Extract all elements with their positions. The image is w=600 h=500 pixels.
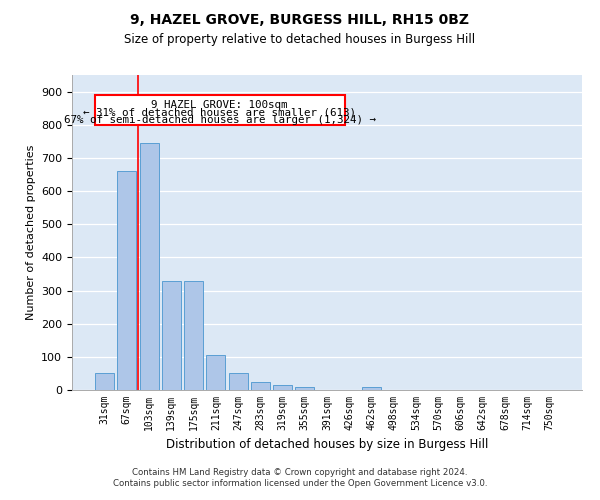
Text: 9, HAZEL GROVE, BURGESS HILL, RH15 0BZ: 9, HAZEL GROVE, BURGESS HILL, RH15 0BZ: [131, 12, 470, 26]
Bar: [229, 374, 248, 390]
Bar: [184, 280, 203, 390]
Text: Contains HM Land Registry data © Crown copyright and database right 2024.
Contai: Contains HM Land Registry data © Crown c…: [113, 468, 487, 487]
Bar: [206, 355, 225, 390]
Bar: [140, 143, 158, 390]
Bar: [273, 385, 292, 390]
Text: 67% of semi-detached houses are larger (1,324) →: 67% of semi-detached houses are larger (…: [64, 115, 376, 125]
Bar: [251, 382, 270, 390]
Y-axis label: Number of detached properties: Number of detached properties: [26, 145, 35, 320]
Text: ← 31% of detached houses are smaller (613): ← 31% of detached houses are smaller (61…: [83, 108, 356, 118]
Bar: [118, 171, 136, 390]
Bar: [295, 386, 314, 390]
Bar: [95, 95, 345, 124]
Bar: [95, 374, 114, 390]
Text: Size of property relative to detached houses in Burgess Hill: Size of property relative to detached ho…: [124, 32, 476, 46]
Bar: [362, 386, 381, 390]
Bar: [162, 280, 181, 390]
X-axis label: Distribution of detached houses by size in Burgess Hill: Distribution of detached houses by size …: [166, 438, 488, 452]
Text: 9 HAZEL GROVE: 100sqm: 9 HAZEL GROVE: 100sqm: [151, 100, 288, 110]
